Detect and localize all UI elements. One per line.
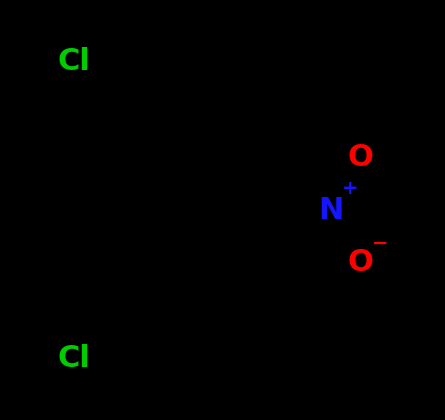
Text: +: +	[342, 179, 359, 198]
Text: Cl: Cl	[57, 47, 90, 76]
Text: Cl: Cl	[57, 344, 90, 373]
Text: O: O	[348, 247, 373, 276]
Text: N: N	[318, 195, 343, 225]
Text: −: −	[372, 234, 388, 253]
Text: O: O	[348, 144, 373, 173]
